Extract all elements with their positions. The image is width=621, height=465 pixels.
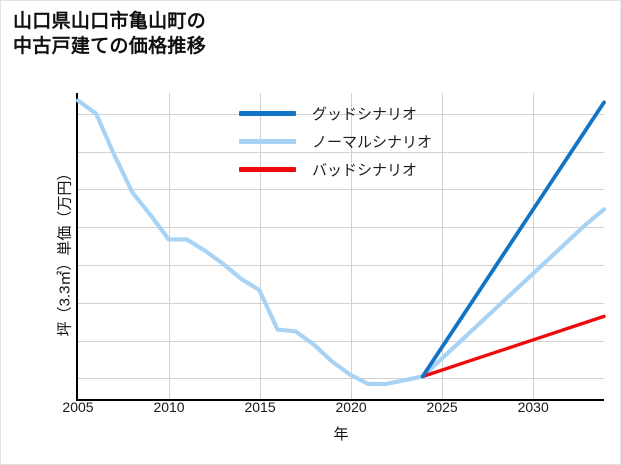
x-tick-label: 2010 xyxy=(153,399,185,415)
series-line-bad xyxy=(420,314,606,379)
chart-title: 山口県山口市亀山町の 中古戸建ての価格推移 xyxy=(13,11,207,58)
x-tick-label: 2030 xyxy=(517,399,549,415)
legend-label: グッドシナリオ xyxy=(312,105,418,123)
x-gridline xyxy=(442,93,444,399)
legend-swatch-good-icon xyxy=(239,110,296,116)
x-tick-label: 2025 xyxy=(426,399,458,415)
plot-area: 坪（3.3㎡）単価（万円） 年 グッドシナリオ ノーマルシナリオ バッドシナリオ 2… xyxy=(57,93,607,443)
y-gridline xyxy=(78,264,604,266)
y-gridline xyxy=(78,302,604,304)
y-gridline xyxy=(78,113,604,115)
legend-label: バッドシナリオ xyxy=(312,161,418,179)
legend-swatch-normal-icon xyxy=(239,138,296,144)
y-gridline xyxy=(78,340,604,342)
gridlines xyxy=(78,93,604,399)
y-gridline xyxy=(78,189,604,191)
x-gridline xyxy=(351,93,353,399)
series-line-good xyxy=(420,100,606,379)
legend-item-bad[interactable]: バッドシナリオ xyxy=(239,155,489,183)
x-gridline xyxy=(169,93,171,399)
legend-item-normal[interactable]: ノーマルシナリオ xyxy=(239,127,489,155)
y-gridline xyxy=(78,378,604,380)
legend-swatch-bad-icon xyxy=(239,166,296,172)
x-gridline xyxy=(533,93,535,399)
x-tick-label: 2020 xyxy=(335,399,367,415)
x-tick-label: 2005 xyxy=(62,399,94,415)
series-line-normal xyxy=(75,98,607,387)
y-gridline xyxy=(78,227,604,229)
y-gridline xyxy=(78,151,604,153)
x-tick-label: 2015 xyxy=(244,399,276,415)
series-layer xyxy=(75,93,607,399)
chart-legend: グッドシナリオ ノーマルシナリオ バッドシナリオ xyxy=(239,99,489,183)
x-axis-label: 年 xyxy=(333,426,349,443)
y-axis-label: 坪（3.3㎡）単価（万円） xyxy=(56,165,74,337)
legend-item-good[interactable]: グッドシナリオ xyxy=(239,99,489,127)
x-gridline xyxy=(260,93,262,399)
legend-label: ノーマルシナリオ xyxy=(312,133,433,151)
chart-svg xyxy=(75,98,607,387)
